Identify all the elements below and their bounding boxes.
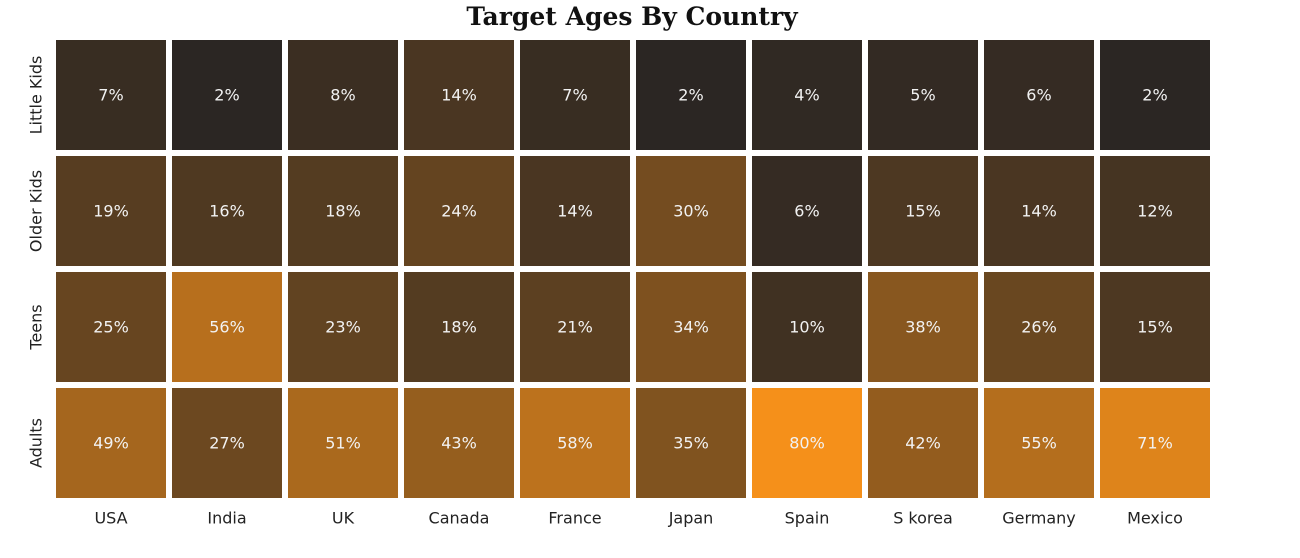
cell-value-label: 26% xyxy=(1021,318,1057,337)
cell-value-label: 16% xyxy=(209,202,245,221)
cell-value-label: 80% xyxy=(789,434,825,453)
cell-value-label: 18% xyxy=(325,202,361,221)
y-tick-label: Little Kids xyxy=(27,56,46,135)
y-tick-label: Older Kids xyxy=(27,170,46,252)
cell-value-label: 56% xyxy=(209,318,245,337)
heatmap-cell xyxy=(984,388,1094,498)
x-tick-label: France xyxy=(548,509,601,528)
cell-value-label: 14% xyxy=(1021,202,1057,221)
x-tick-label: UK xyxy=(332,509,355,528)
cell-value-label: 2% xyxy=(1142,86,1167,105)
cell-value-label: 2% xyxy=(214,86,239,105)
cell-value-label: 14% xyxy=(557,202,593,221)
heatmap-cell xyxy=(404,156,514,266)
heatmap-cell xyxy=(1100,40,1210,150)
cell-value-label: 10% xyxy=(789,318,825,337)
heatmap-cell xyxy=(868,156,978,266)
heatmap-cell xyxy=(636,40,746,150)
heatmap-cell xyxy=(288,388,398,498)
cell-value-label: 51% xyxy=(325,434,361,453)
cell-value-label: 71% xyxy=(1137,434,1173,453)
heatmap-cell xyxy=(404,388,514,498)
heatmap-cell xyxy=(56,388,166,498)
heatmap-cell xyxy=(868,388,978,498)
x-tick-label: Japan xyxy=(668,509,714,528)
heatmap-cell xyxy=(636,272,746,382)
heatmap-cell xyxy=(984,156,1094,266)
y-tick-label: Adults xyxy=(27,418,46,468)
heatmap-cell xyxy=(1100,388,1210,498)
cell-value-label: 18% xyxy=(441,318,477,337)
heatmap-cell xyxy=(984,40,1094,150)
heatmap-cell xyxy=(984,272,1094,382)
heatmap-cell xyxy=(1100,156,1210,266)
x-tick-label: USA xyxy=(94,509,127,528)
cell-value-label: 21% xyxy=(557,318,593,337)
cell-value-label: 24% xyxy=(441,202,477,221)
heatmap-cell xyxy=(288,272,398,382)
heatmap-cell xyxy=(520,272,630,382)
heatmap-cell xyxy=(172,388,282,498)
heatmap-cell xyxy=(752,272,862,382)
cell-value-label: 7% xyxy=(98,86,123,105)
cell-value-label: 5% xyxy=(910,86,935,105)
x-tick-label: Spain xyxy=(785,509,830,528)
cell-value-label: 15% xyxy=(905,202,941,221)
x-tick-label: Canada xyxy=(429,509,490,528)
cell-value-label: 14% xyxy=(441,86,477,105)
heatmap-cell xyxy=(752,156,862,266)
cell-value-label: 49% xyxy=(93,434,129,453)
heatmap-cell xyxy=(172,156,282,266)
cell-value-label: 15% xyxy=(1137,318,1173,337)
x-tick-label: India xyxy=(207,509,246,528)
heatmap-cell xyxy=(520,156,630,266)
heatmap-cell xyxy=(172,272,282,382)
cell-value-label: 55% xyxy=(1021,434,1057,453)
heatmap-cell xyxy=(636,388,746,498)
heatmap-cell xyxy=(404,40,514,150)
heatmap-cell xyxy=(520,40,630,150)
heatmap-cell xyxy=(520,388,630,498)
chart-title: Target Ages By Country xyxy=(466,2,798,31)
heatmap-cell xyxy=(56,40,166,150)
cell-value-label: 34% xyxy=(673,318,709,337)
heatmap-cell xyxy=(172,40,282,150)
heatmap-cell xyxy=(636,156,746,266)
cell-value-label: 6% xyxy=(794,202,819,221)
cell-value-label: 25% xyxy=(93,318,129,337)
cell-value-label: 30% xyxy=(673,202,709,221)
cell-value-label: 6% xyxy=(1026,86,1051,105)
heatmap-cell xyxy=(288,40,398,150)
heatmap-cell xyxy=(1100,272,1210,382)
cell-value-label: 12% xyxy=(1137,202,1173,221)
cell-value-label: 27% xyxy=(209,434,245,453)
cell-value-label: 19% xyxy=(93,202,129,221)
x-tick-label: S korea xyxy=(893,509,953,528)
x-tick-label: Germany xyxy=(1002,509,1076,528)
cell-value-label: 2% xyxy=(678,86,703,105)
cell-value-label: 35% xyxy=(673,434,709,453)
heatmap-cell xyxy=(868,272,978,382)
heatmap-cell xyxy=(752,388,862,498)
heatmap-cell xyxy=(868,40,978,150)
heatmap-cell xyxy=(752,40,862,150)
y-tick-label: Teens xyxy=(27,304,46,350)
heatmap-cell xyxy=(288,156,398,266)
x-tick-label: Mexico xyxy=(1127,509,1183,528)
cell-value-label: 7% xyxy=(562,86,587,105)
heatmap-cell xyxy=(404,272,514,382)
cell-value-label: 58% xyxy=(557,434,593,453)
cell-value-label: 4% xyxy=(794,86,819,105)
cell-value-label: 23% xyxy=(325,318,361,337)
cell-value-label: 8% xyxy=(330,86,355,105)
heatmap-cell xyxy=(56,156,166,266)
cell-value-label: 42% xyxy=(905,434,941,453)
cell-value-label: 43% xyxy=(441,434,477,453)
heatmap-cell xyxy=(56,272,166,382)
cell-value-label: 38% xyxy=(905,318,941,337)
